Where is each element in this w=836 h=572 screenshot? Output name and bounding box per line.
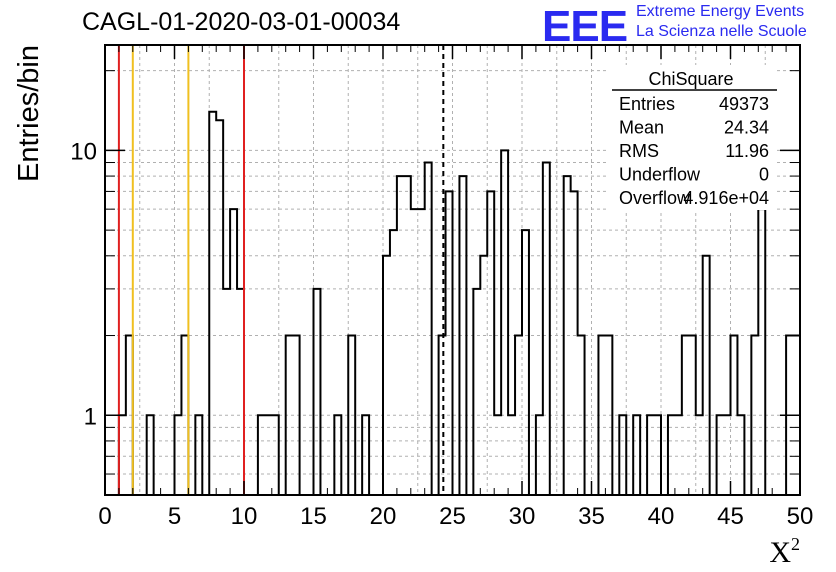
histogram-bin: [571, 191, 578, 495]
x-tick-label: 25: [439, 503, 466, 530]
histogram-bin: [703, 256, 710, 495]
histogram-bin: [473, 289, 480, 495]
histogram-bin: [314, 289, 321, 495]
histogram-bin: [411, 209, 418, 495]
stats-row-label: Overflow: [619, 188, 691, 208]
x-tick-label: 5: [168, 503, 181, 530]
x-axis-label: X2: [769, 534, 800, 569]
histogram-bin: [223, 289, 230, 495]
histogram-bin: [209, 112, 216, 495]
histogram-bin: [758, 209, 765, 495]
histogram-bin: [230, 209, 237, 495]
stats-row-value: 24.34: [724, 118, 769, 138]
x-tick-label: 45: [717, 503, 744, 530]
logo-text-line1: Extreme Energy Events: [636, 3, 805, 20]
x-tick-label: 35: [578, 503, 605, 530]
stats-box-bg: [609, 65, 774, 210]
stats-row-label: Underflow: [619, 165, 701, 185]
x-tick-label: 50: [787, 503, 814, 530]
histogram-bin: [487, 191, 494, 495]
y-tick-label: 1: [84, 403, 97, 430]
histogram-bin: [543, 163, 550, 495]
x-tick-label: 10: [231, 503, 258, 530]
histogram-bin: [425, 163, 432, 495]
histogram-bin: [383, 256, 390, 495]
histogram-series: [105, 110, 801, 496]
logo-text-line2: La Scienza nelle Scuole: [636, 23, 807, 40]
stats-row-value: 49373: [719, 94, 769, 114]
x-tick-label: 40: [648, 503, 675, 530]
histogram-bin: [501, 150, 508, 495]
x-tick-label: 0: [98, 503, 111, 530]
x-tick-label: 20: [370, 503, 397, 530]
histogram-bin: [480, 256, 487, 495]
stats-box-title: ChiSquare: [648, 69, 733, 89]
y-tick-label: 10: [70, 138, 97, 165]
histogram-bin: [390, 230, 397, 495]
y-axis-label: Entries/bin: [13, 45, 45, 182]
histogram-bin: [418, 209, 425, 495]
stats-row-label: Mean: [619, 118, 664, 138]
stats-row-value: 11.96: [725, 141, 769, 161]
stats-row-label: RMS: [619, 141, 659, 161]
stats-row-value: 4.916e+04: [683, 188, 769, 208]
x-tick-label: 30: [509, 503, 536, 530]
histogram-bin: [237, 289, 244, 495]
stats-row-label: Entries: [619, 94, 675, 114]
eee-logo: EEE: [542, 2, 628, 51]
x-tick-label: 15: [300, 503, 327, 530]
stats-row-value: 0: [759, 165, 769, 185]
chart-title: CAGL-01-2020-03-01-00034: [82, 8, 401, 36]
histogram-bin: [522, 230, 529, 495]
histogram-bin: [446, 191, 453, 495]
